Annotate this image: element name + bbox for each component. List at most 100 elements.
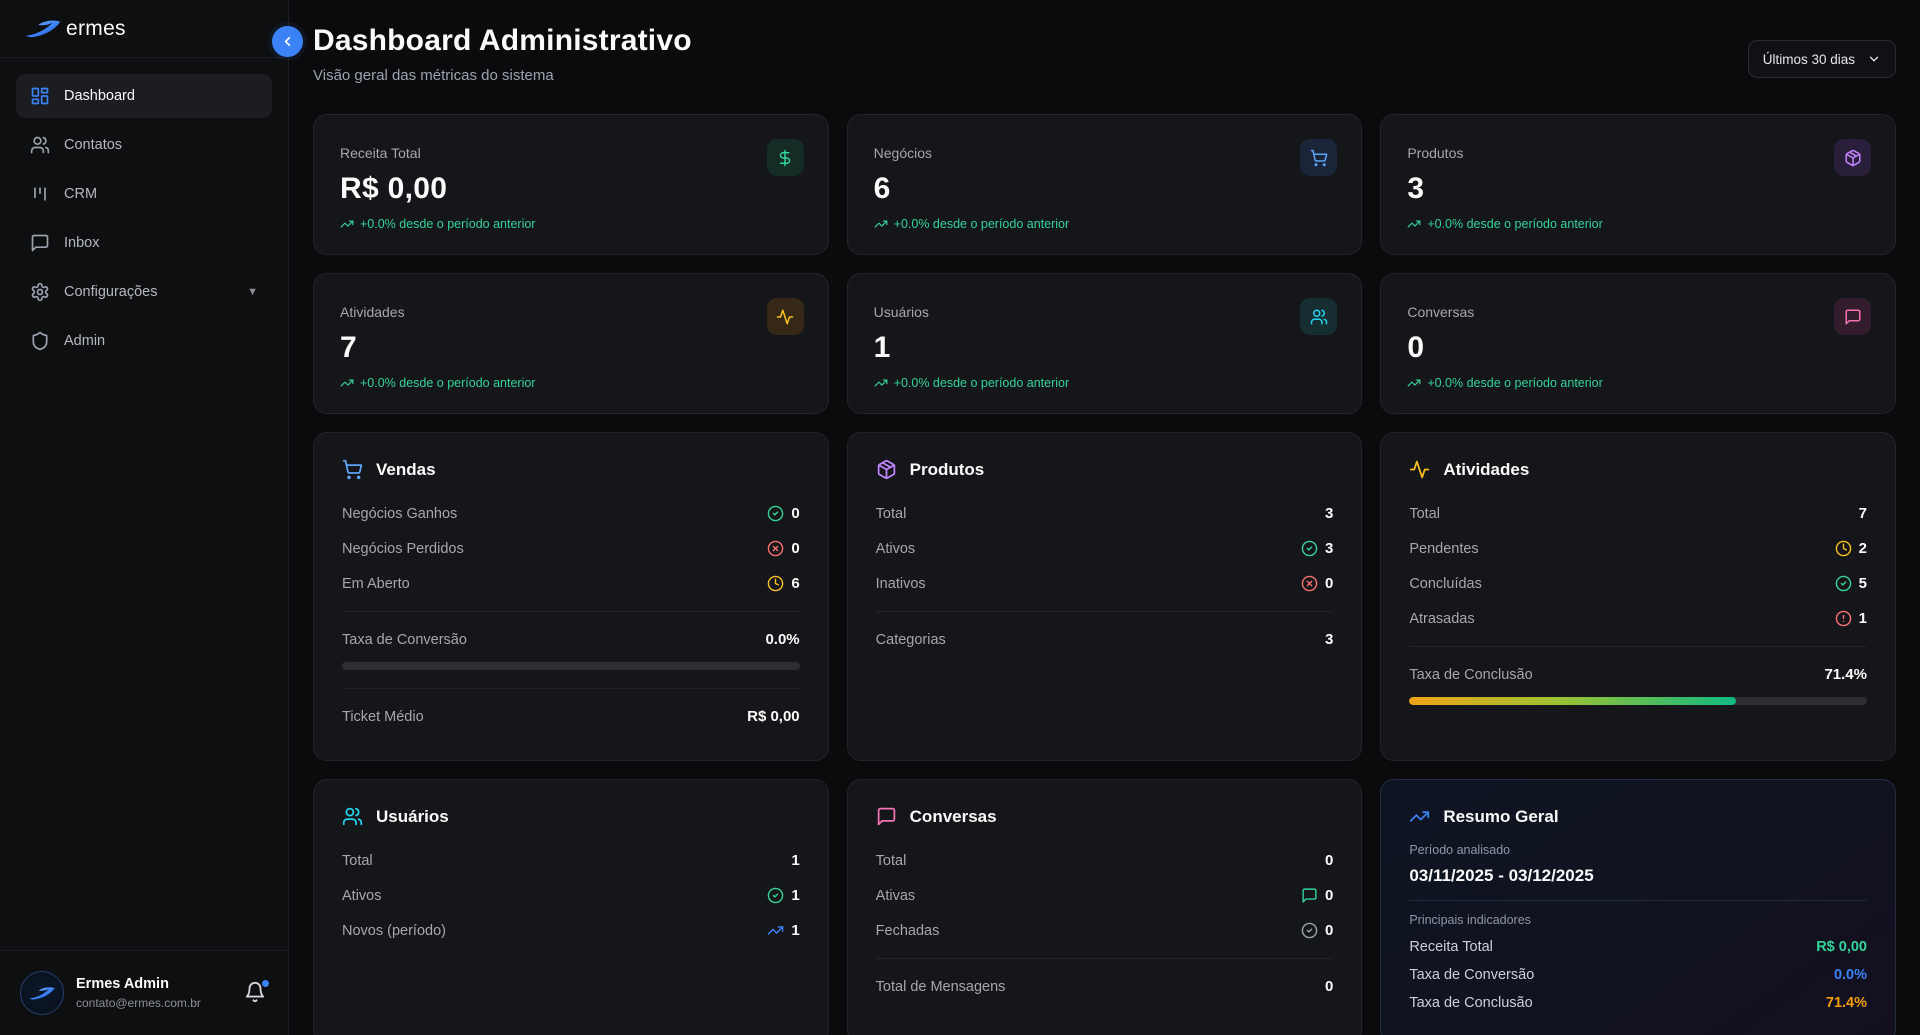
sidebar-item-admin[interactable]: Admin [16, 319, 272, 363]
stat-value: 0 [1407, 331, 1869, 365]
stat-trend: +0.0% desde o período anterior [874, 376, 1336, 390]
divider [1409, 646, 1867, 647]
notifications-bell-icon[interactable] [244, 981, 268, 1005]
sidebar-item-contatos[interactable]: Contatos [16, 123, 272, 167]
stat-card-usuarios: Usuários 1 +0.0% desde o período anterio… [847, 273, 1363, 414]
dollar-icon [767, 139, 804, 176]
kanban-icon [30, 184, 50, 204]
stat-trend: +0.0% desde o período anterior [874, 217, 1336, 231]
indicators-label: Principais indicadores [1409, 913, 1867, 927]
avatar [20, 971, 64, 1015]
sidebar-item-label: Dashboard [64, 88, 135, 104]
metric-row: Ativas 0 [876, 878, 1334, 913]
chevron-down-icon [1867, 52, 1881, 66]
trending-up-icon [340, 376, 354, 390]
message-square-icon [1834, 298, 1871, 335]
metric-row: Total 0 [876, 843, 1334, 878]
period-select-value: Últimos 30 dias [1763, 52, 1855, 67]
sidebar-collapse-button[interactable] [272, 26, 303, 57]
user-profile[interactable]: Ermes Admin contato@ermes.com.br [0, 950, 288, 1035]
users-icon [342, 806, 363, 827]
produtos-card-header: Produtos [876, 459, 1334, 480]
metric-row: Pendentes 2 [1409, 531, 1867, 566]
circle-x-icon [767, 540, 784, 557]
sidebar-item-crm[interactable]: CRM [16, 172, 272, 216]
user-meta: Ermes Admin contato@ermes.com.br [76, 975, 201, 1011]
indicator-row: Receita Total R$ 0,00 [1409, 933, 1867, 961]
user-name: Ermes Admin [76, 975, 201, 993]
stat-trend: +0.0% desde o período anterior [1407, 217, 1869, 231]
stat-label: Usuários [874, 304, 1336, 320]
stat-label: Negócios [874, 145, 1336, 161]
message-square-icon [876, 806, 897, 827]
divider [342, 611, 800, 612]
stat-trend: +0.0% desde o período anterior [340, 376, 802, 390]
stat-card-produtos: Produtos 3 +0.0% desde o período anterio… [1380, 114, 1896, 255]
metric-row: Em Aberto 6 [342, 566, 800, 601]
clock-icon [767, 575, 784, 592]
divider [1409, 900, 1867, 901]
notification-dot [262, 980, 269, 987]
stat-value: R$ 0,00 [340, 172, 802, 206]
card-title: Atividades [1443, 460, 1529, 480]
atividades-card-header: Atividades [1409, 459, 1867, 480]
trending-up-icon [340, 217, 354, 231]
sidebar-item-label: Contatos [64, 137, 122, 153]
metric-row: Fechadas 0 [876, 913, 1334, 948]
message-square-icon [30, 233, 50, 253]
completion-progress [1409, 697, 1867, 705]
metric-row: Total 1 [342, 843, 800, 878]
sidebar-item-inbox[interactable]: Inbox [16, 221, 272, 265]
metric-row: Negócios Ganhos 0 [342, 496, 800, 531]
stat-label: Receita Total [340, 145, 802, 161]
conversion-row: Taxa de Conversão 0.0% [342, 622, 800, 657]
indicator-row: Taxa de Conversão 0.0% [1409, 961, 1867, 989]
usuarios-card-header: Usuários [342, 806, 800, 827]
wing-logo-icon [24, 17, 62, 41]
vendas-card-header: Vendas [342, 459, 800, 480]
metric-row: Novos (período) 1 [342, 913, 800, 948]
sidebar-item-label: Inbox [64, 235, 99, 251]
shield-icon [30, 331, 50, 351]
stat-card-atividades: Atividades 7 +0.0% desde o período anter… [313, 273, 829, 414]
stat-card-conversas: Conversas 0 +0.0% desde o período anteri… [1380, 273, 1896, 414]
package-icon [876, 459, 897, 480]
metric-row: Ativos 1 [342, 878, 800, 913]
gear-icon [30, 282, 50, 302]
stat-value: 6 [874, 172, 1336, 206]
card-title: Usuários [376, 807, 449, 827]
messages-row: Total de Mensagens 0 [876, 969, 1334, 1004]
page-subtitle: Visão geral das métricas do sistema [313, 67, 1896, 84]
sidebar-item-configuracoes[interactable]: Configurações ▼ [16, 270, 272, 314]
trending-up-icon [1407, 376, 1421, 390]
trending-up-icon [1407, 217, 1421, 231]
sidebar-item-dashboard[interactable]: Dashboard [16, 74, 272, 118]
trending-up-icon [874, 217, 888, 231]
trending-up-icon [767, 922, 784, 939]
main-content: Dashboard Administrativo Visão geral das… [289, 0, 1920, 1035]
metric-row: Total 7 [1409, 496, 1867, 531]
shopping-cart-icon [1300, 139, 1337, 176]
stats-grid: Receita Total R$ 0,00 +0.0% desde o perí… [313, 114, 1896, 414]
sidebar-item-label: Configurações [64, 284, 158, 300]
circle-check-icon [1835, 575, 1852, 592]
user-email: contato@ermes.com.br [76, 996, 201, 1011]
conversion-progress [342, 662, 800, 670]
divider [876, 958, 1334, 959]
period-select[interactable]: Últimos 30 dias [1748, 40, 1896, 78]
chevron-down-icon: ▼ [247, 286, 258, 298]
sidebar-nav: Dashboard Contatos CRM Inbox Configuraçõ… [0, 58, 288, 384]
conversas-card-header: Conversas [876, 806, 1334, 827]
metric-row: Total 3 [876, 496, 1334, 531]
resumo-geral-card: Resumo Geral Período analisado 03/11/202… [1380, 779, 1896, 1035]
sidebar: ermes Dashboard Contatos CRM Inbox Confi… [0, 0, 289, 1035]
atividades-card: Atividades Total 7 Pendentes 2 Concluída… [1380, 432, 1896, 761]
circle-check-icon [767, 505, 784, 522]
alert-circle-icon [1835, 610, 1852, 627]
stat-value: 3 [1407, 172, 1869, 206]
metric-row: Inativos 0 [876, 566, 1334, 601]
vendas-card: Vendas Negócios Ganhos 0 Negócios Perdid… [313, 432, 829, 761]
categories-row: Categorias 3 [876, 622, 1334, 657]
activity-icon [1409, 459, 1430, 480]
metric-row: Negócios Perdidos 0 [342, 531, 800, 566]
